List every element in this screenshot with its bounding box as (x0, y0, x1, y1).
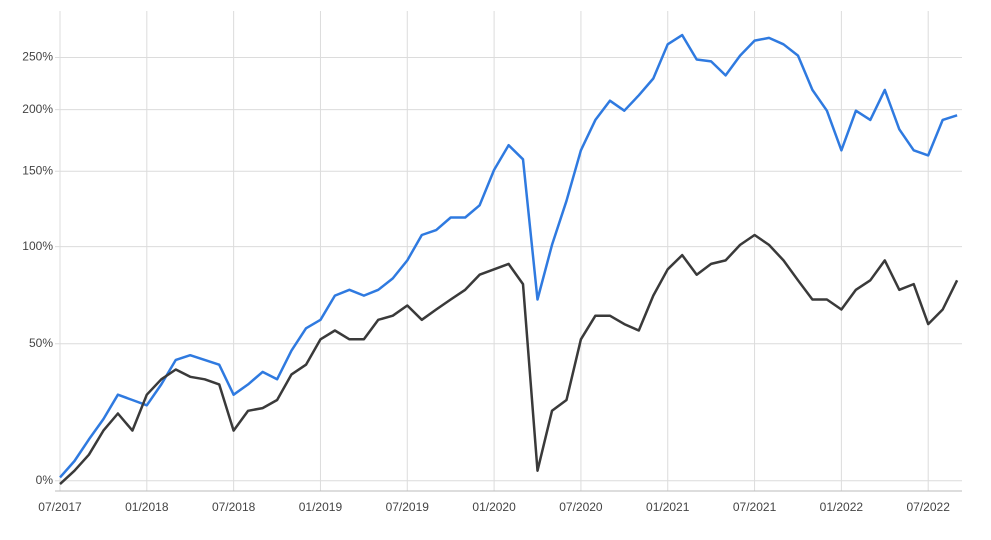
series-line (59, 233, 959, 486)
x-tick-label: 07/2018 (212, 500, 256, 514)
y-tick-label: 0% (36, 473, 54, 487)
y-tick-label: 50% (29, 336, 53, 350)
y-tick-label: 200% (22, 102, 53, 116)
series-line (59, 33, 958, 479)
x-tick-label: 01/2018 (125, 500, 169, 514)
y-tick-label: 100% (22, 239, 53, 253)
x-tick-label: 07/2021 (733, 500, 777, 514)
y-tick-label: 150% (22, 163, 53, 177)
x-tick-label: 01/2022 (820, 500, 864, 514)
x-tick-label: 01/2021 (646, 500, 690, 514)
y-tick-label: 250% (22, 50, 53, 64)
x-tick-label: 07/2020 (559, 500, 603, 514)
x-tick-label: 07/2017 (38, 500, 82, 514)
x-tick-label: 01/2019 (299, 500, 343, 514)
x-tick-label: 07/2022 (907, 500, 951, 514)
x-tick-label: 01/2020 (472, 500, 516, 514)
x-tick-label: 07/2019 (386, 500, 430, 514)
